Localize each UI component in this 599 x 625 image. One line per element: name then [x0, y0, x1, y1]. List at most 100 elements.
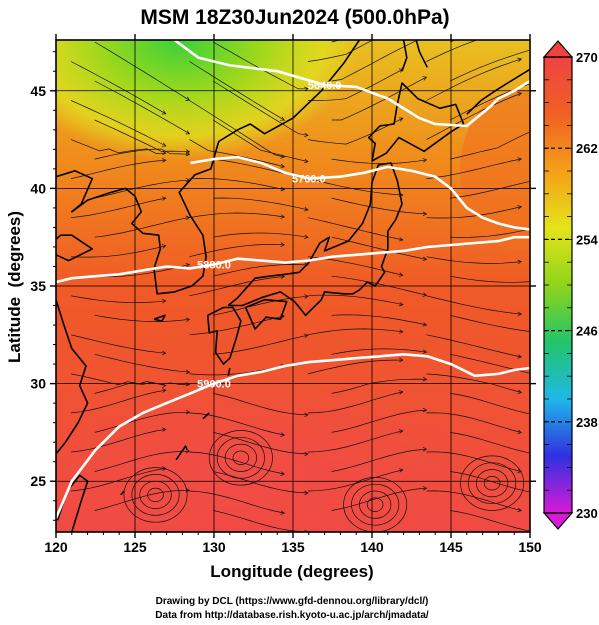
streamline-arrow — [517, 354, 523, 359]
streamline — [70, 61, 166, 115]
warm-region-east — [460, 90, 530, 250]
colorbar-max-triangle — [542, 40, 574, 58]
streamline-arrow — [517, 92, 523, 97]
streamline-arrow — [304, 451, 309, 457]
streamline-arrow — [423, 0, 427, 2]
streamline-arrow — [280, 186, 286, 192]
streamline — [307, 117, 403, 145]
y-axis: 25 30 35 40 45 — [30, 51, 536, 521]
streamline — [331, 40, 419, 82]
streamline-arrow — [161, 427, 167, 432]
streamline-arrow — [422, 292, 428, 297]
streamline-arrow — [517, 259, 523, 265]
streamline-arrow — [162, 158, 167, 163]
streamline-arrow — [304, 333, 309, 338]
streamline — [450, 432, 530, 454]
streamline — [189, 244, 285, 258]
streamline — [450, 49, 530, 82]
streamline — [213, 264, 309, 277]
streamline — [307, 294, 403, 306]
streamline — [450, 131, 530, 160]
streamline — [426, 92, 522, 140]
streamline — [213, 295, 309, 316]
streamline-arrow — [517, 57, 523, 62]
contour-label: 5880.0 — [197, 260, 231, 272]
streamline-arrow — [541, 45, 545, 49]
streamline-arrow — [422, 76, 428, 81]
y-tick-label: 30 — [30, 376, 46, 392]
streamline — [213, 334, 309, 355]
colorbar-tick-label: 238 — [576, 415, 598, 430]
streamline-arrow — [162, 350, 167, 356]
streamline-arrow — [398, 68, 404, 73]
streamline-arrow — [185, 448, 191, 454]
streamline-arrow — [161, 244, 167, 249]
streamline-arrow — [398, 237, 404, 242]
streamline — [450, 83, 530, 121]
streamline — [331, 275, 427, 296]
streamline-arrow — [161, 298, 167, 304]
coastline — [415, 40, 429, 68]
map-title: MSM 18Z30Jun2024 (500.0hPa) — [140, 6, 449, 29]
eddy-streamline — [359, 490, 392, 519]
streamline — [307, 40, 374, 62]
streamline — [307, 68, 403, 101]
streamline — [307, 328, 403, 336]
streamline-arrow — [517, 468, 523, 474]
streamline — [94, 148, 190, 160]
coastline — [56, 40, 361, 295]
streamline — [426, 334, 522, 358]
streamline-arrow — [280, 314, 286, 319]
streamline-arrow — [517, 389, 523, 395]
streamline — [189, 490, 285, 514]
contour-line — [56, 235, 530, 284]
streamline-arrow — [304, 529, 309, 532]
streamline — [307, 178, 403, 196]
streamline-arrow — [398, 301, 404, 307]
coastline — [56, 299, 89, 455]
streamline — [70, 295, 166, 303]
eddy-streamline — [224, 443, 258, 472]
contour-line — [56, 352, 530, 519]
streamline — [213, 432, 309, 455]
cold-region — [56, 40, 360, 160]
streamline — [94, 179, 190, 199]
y-tick-label: 45 — [30, 83, 46, 99]
warm-region-south — [56, 380, 470, 532]
colorbar-min-triangle — [542, 512, 574, 530]
x-tick-label: 130 — [202, 539, 226, 555]
streamline — [426, 58, 522, 101]
contour-line — [173, 40, 530, 128]
streamline-arrow — [517, 311, 523, 317]
streamline — [70, 389, 166, 414]
x-axis: 120 125 130 135 140 145 150 — [44, 34, 542, 555]
streamline-arrow — [280, 471, 286, 476]
coastline — [244, 298, 288, 330]
streamline — [70, 373, 166, 386]
streamline — [426, 256, 522, 264]
x-axis-label: Longitude (degrees) — [210, 562, 373, 581]
streamline-arrow — [518, 25, 522, 29]
streamline — [70, 139, 166, 154]
streamline-arrow — [304, 86, 309, 92]
streamline-arrow — [185, 96, 191, 101]
colorbar-tick-label: 262 — [576, 141, 598, 156]
streamline-arrow — [161, 196, 167, 201]
streamline-arrow — [517, 429, 523, 435]
coastline — [153, 314, 166, 322]
streamline-arrow — [422, 407, 428, 413]
streamline — [450, 353, 530, 374]
streamline-arrow — [422, 376, 428, 382]
streamline — [450, 393, 530, 415]
streamline-arrow — [423, 35, 427, 39]
eddy-streamline — [460, 455, 525, 511]
streamline-arrow — [304, 490, 309, 496]
streamline — [331, 197, 427, 215]
streamline — [94, 353, 190, 373]
streamline-arrow — [422, 211, 428, 217]
streamline-arrow — [280, 274, 286, 279]
plot-area: 5640.0 5760.0 5880.0 5900.0 — [56, 0, 545, 532]
streamline — [307, 391, 403, 414]
streamline — [70, 428, 166, 453]
streamline-arrow — [422, 446, 428, 452]
